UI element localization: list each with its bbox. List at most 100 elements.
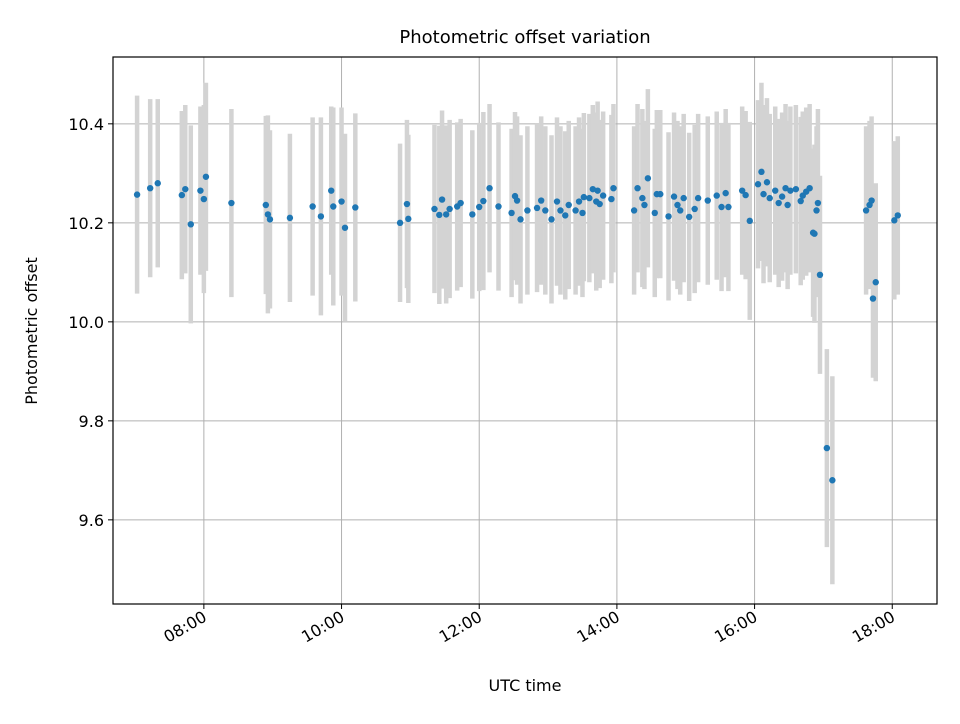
data-point	[775, 199, 782, 207]
data-point	[758, 168, 765, 176]
plot-frame	[112, 56, 938, 605]
data-point	[580, 193, 588, 201]
y-tick-label: 10.4	[68, 115, 104, 134]
data-point	[891, 217, 898, 224]
data-point	[718, 203, 725, 211]
data-point	[763, 179, 771, 186]
data-point	[446, 205, 453, 213]
data-point	[872, 279, 879, 286]
data-point	[746, 217, 753, 225]
data-point	[565, 201, 572, 209]
x-tick-label: 16:00	[711, 607, 760, 647]
data-point	[469, 211, 476, 218]
data-point	[341, 224, 349, 231]
data-point	[508, 209, 515, 217]
data-point	[352, 204, 359, 211]
data-point	[814, 199, 822, 207]
data-point	[610, 184, 617, 192]
x-tick-label: 08:00	[160, 607, 209, 647]
data-point	[608, 195, 615, 203]
data-point	[133, 191, 141, 198]
data-point	[694, 194, 702, 202]
data-point	[862, 207, 870, 214]
data-point	[599, 192, 607, 199]
data-point	[480, 197, 487, 205]
data-point	[811, 230, 818, 237]
data-point	[338, 198, 345, 205]
data-point	[641, 201, 648, 209]
data-point	[677, 207, 684, 214]
data-point	[797, 197, 804, 205]
data-point	[309, 203, 316, 210]
data-point	[495, 203, 502, 210]
data-point	[317, 213, 325, 220]
data-point	[562, 212, 569, 219]
data-point	[665, 213, 672, 220]
data-point	[894, 212, 901, 219]
data-point	[228, 199, 235, 207]
data-point	[713, 192, 720, 199]
data-point	[436, 211, 443, 219]
data-point	[680, 194, 687, 202]
data-point	[657, 190, 664, 198]
data-point	[396, 219, 404, 227]
data-point	[286, 214, 294, 222]
data-point	[594, 187, 601, 194]
data-point	[639, 194, 646, 202]
data-point	[722, 189, 729, 197]
data-point	[476, 203, 483, 211]
data-point	[202, 173, 210, 180]
data-point	[187, 221, 194, 228]
data-point	[685, 213, 693, 221]
data-point	[431, 205, 438, 213]
x-tick-label: 14:00	[573, 607, 622, 647]
data-point	[586, 194, 593, 202]
data-point	[644, 175, 652, 182]
x-axis-label: UTC time	[489, 676, 562, 695]
data-point	[542, 207, 549, 214]
data-point	[823, 444, 831, 452]
data-point	[670, 193, 678, 200]
data-point	[816, 271, 824, 279]
data-point	[403, 200, 411, 208]
y-axis-label: Photometric offset	[22, 257, 41, 405]
data-point	[596, 200, 603, 208]
data-point	[738, 187, 746, 194]
data-point	[579, 209, 586, 217]
data-point	[266, 216, 274, 223]
chart-title: Photometric offset variation	[399, 27, 650, 48]
data-point	[704, 197, 711, 204]
data-point	[806, 184, 813, 192]
data-point	[651, 209, 658, 217]
y-tick-label: 9.6	[79, 511, 104, 530]
y-axis-ticks: 9.6 9.8 10.0 10.2 10.4	[68, 115, 113, 530]
data-point	[589, 185, 597, 193]
data-point	[784, 201, 791, 209]
y-tick-label: 9.8	[79, 412, 104, 431]
data-point	[146, 184, 154, 192]
data-point	[457, 199, 464, 207]
data-point	[533, 204, 541, 212]
data-point	[742, 191, 749, 199]
data-point	[630, 207, 638, 214]
data-point	[262, 201, 270, 209]
data-point	[486, 184, 493, 192]
data-point	[524, 207, 531, 214]
data-point	[691, 205, 698, 213]
data-points	[133, 168, 901, 484]
data-point	[264, 211, 272, 218]
data-point	[557, 207, 564, 214]
data-point	[829, 477, 836, 484]
data-point	[330, 203, 337, 210]
data-point	[868, 197, 875, 204]
error-bars	[134, 82, 901, 585]
data-point	[438, 196, 446, 203]
data-point	[572, 207, 579, 214]
data-point	[517, 216, 524, 223]
data-point	[442, 211, 450, 218]
y-tick-label: 10.0	[68, 313, 104, 332]
data-point	[772, 187, 779, 194]
data-point	[754, 181, 762, 188]
x-tick-label: 10:00	[298, 607, 347, 647]
